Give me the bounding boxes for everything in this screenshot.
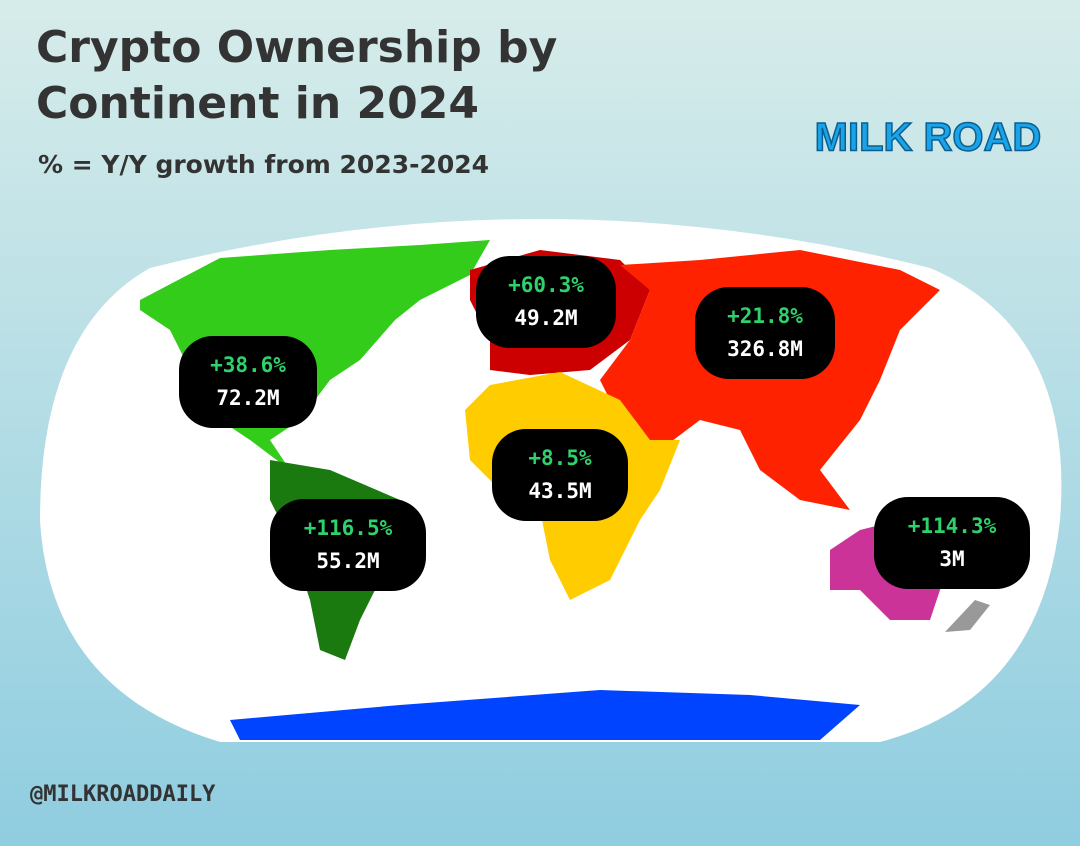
growth-label: +60.3% — [508, 273, 584, 297]
label-pill — [695, 287, 835, 379]
growth-label: +21.8% — [727, 304, 803, 328]
owners-label: 55.2M — [316, 549, 379, 573]
label-pill — [492, 429, 628, 521]
title-line: Continent in 2024 — [36, 78, 479, 129]
labels: +38.6% 72.2M +60.3% 49.2M +21.8% 326.8M +8.5% 4… — [179, 256, 1030, 591]
owners-label: 3M — [939, 547, 964, 571]
growth-label: +8.5% — [528, 446, 592, 470]
label-pill — [476, 256, 616, 348]
handle: @MILKROADDAILY — [30, 782, 216, 807]
subtitle: % = Y/Y growth from 2023-2024 — [38, 150, 489, 179]
antarctica — [230, 690, 860, 740]
growth-label: +116.5% — [304, 516, 393, 540]
owners-label: 49.2M — [514, 306, 577, 330]
growth-label: +114.3% — [908, 514, 997, 538]
asia — [600, 250, 940, 510]
owners-label: 72.2M — [216, 386, 279, 410]
growth-label: +38.6% — [210, 353, 286, 377]
label-pill — [179, 336, 317, 428]
label-pill — [270, 499, 426, 591]
new-zealand — [945, 600, 990, 632]
logo: MILK ROAD — [815, 116, 1042, 160]
title-line: Crypto Ownership by — [36, 22, 557, 73]
owners-label: 326.8M — [727, 337, 803, 361]
owners-label: 43.5M — [528, 479, 591, 503]
label-pill — [874, 497, 1030, 589]
